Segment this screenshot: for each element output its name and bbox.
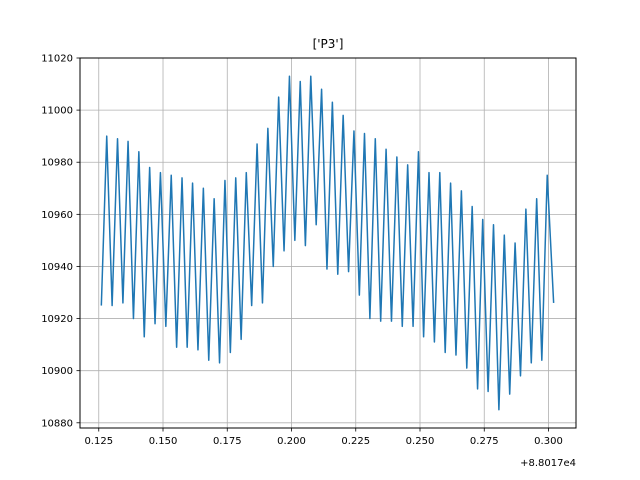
axis-ticks: 0.125 0.150 0.175 0.200 0.225 0.250 0.275 0.300… bbox=[41, 54, 563, 448]
y-tick-label: 10940 bbox=[41, 262, 73, 273]
x-tick-label: 0.300 bbox=[534, 436, 563, 447]
series-line bbox=[100, 75, 555, 411]
y-tick-label: 10880 bbox=[41, 418, 73, 429]
x-tick-label: 0.125 bbox=[84, 436, 113, 447]
x-tick-label: 0.225 bbox=[341, 436, 370, 447]
x-tick-label: 0.275 bbox=[470, 436, 499, 447]
plot-area bbox=[100, 75, 555, 411]
chart-title: ['P3'] bbox=[313, 37, 344, 51]
y-tick-label: 11020 bbox=[41, 54, 73, 65]
y-tick-label: 11000 bbox=[41, 106, 73, 117]
axes-frame bbox=[79, 57, 577, 429]
y-tick-label: 10980 bbox=[41, 158, 73, 169]
x-tick-label: 0.175 bbox=[213, 436, 242, 447]
x-tick-label: 0.250 bbox=[406, 436, 435, 447]
y-tick-label: 10960 bbox=[41, 210, 73, 221]
x-tick-label: 0.150 bbox=[149, 436, 178, 447]
y-tick-label: 10900 bbox=[41, 366, 73, 377]
y-tick-label: 10920 bbox=[41, 314, 73, 325]
x-tick-label: 0.200 bbox=[277, 436, 306, 447]
x-axis-offset-label: +8.8017e4 bbox=[520, 458, 576, 469]
